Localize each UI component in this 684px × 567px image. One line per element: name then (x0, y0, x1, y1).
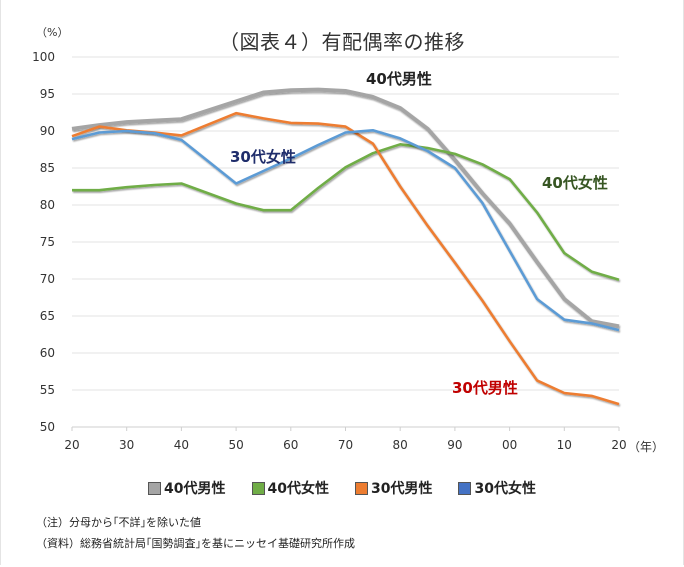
legend-label: 30代女性 (474, 481, 536, 497)
label-40s-male: 40代男性 (366, 70, 432, 88)
chart-title: （図表４）有配偶率の推移 (219, 30, 465, 54)
svg-text:20: 20 (611, 438, 626, 452)
label-30s-female: 30代女性 (230, 148, 296, 166)
series-lines (71, 87, 620, 406)
svg-text:00: 00 (502, 438, 517, 452)
source-text: （資料）総務省統計局｢国勢調査｣を基にニッセイ基礎研究所作成 (36, 537, 355, 550)
legend-label: 40代男性 (164, 481, 226, 497)
gridlines (72, 56, 619, 428)
y-axis-ticks: 50 55 60 65 70 75 80 85 90 95 100 (32, 50, 55, 434)
svg-text:80: 80 (40, 198, 55, 212)
svg-text:20: 20 (64, 438, 79, 452)
svg-text:65: 65 (40, 309, 55, 323)
legend-item-40s-female: 40代女性 (251, 478, 329, 498)
svg-text:55: 55 (40, 383, 55, 397)
svg-text:90: 90 (40, 124, 55, 138)
svg-text:50: 50 (228, 438, 243, 452)
svg-text:70: 70 (40, 272, 55, 286)
svg-text:95: 95 (40, 87, 55, 101)
legend-item-30s-male: 30代男性 (355, 478, 432, 498)
legend-label: 30代男性 (371, 481, 433, 497)
svg-text:50: 50 (40, 420, 55, 434)
svg-text:85: 85 (40, 161, 55, 175)
svg-text:40: 40 (174, 438, 189, 452)
legend-label: 40代女性 (267, 481, 329, 497)
svg-text:90: 90 (447, 438, 462, 452)
chart-legend: 40代男性 40代女性 30代男性 30代女性 (0, 478, 684, 498)
svg-text:30: 30 (119, 438, 134, 452)
svg-text:60: 60 (40, 346, 55, 360)
legend-swatch-gray (148, 481, 162, 495)
svg-text:80: 80 (393, 438, 408, 452)
x-axis-unit: （年） (628, 440, 665, 454)
svg-text:60: 60 (283, 438, 298, 452)
svg-text:70: 70 (338, 438, 353, 452)
legend-item-30s-female: 30代女性 (458, 478, 536, 498)
label-40s-female: 40代女性 (542, 174, 608, 192)
label-30s-male: 30代男性 (452, 379, 518, 397)
y-axis-unit: （%） (36, 26, 69, 39)
svg-text:10: 10 (557, 438, 572, 452)
svg-text:75: 75 (40, 235, 55, 249)
svg-text:100: 100 (32, 50, 55, 64)
legend-item-40s-male: 40代男性 (148, 478, 226, 498)
legend-swatch-blue (458, 481, 472, 495)
legend-swatch-orange (355, 481, 368, 495)
x-axis: 20 30 40 50 60 70 80 90 00 10 20 (64, 427, 627, 452)
legend-swatch-green (251, 481, 265, 495)
note-text: （注）分母から｢不詳｣を除いた値 (36, 516, 201, 529)
